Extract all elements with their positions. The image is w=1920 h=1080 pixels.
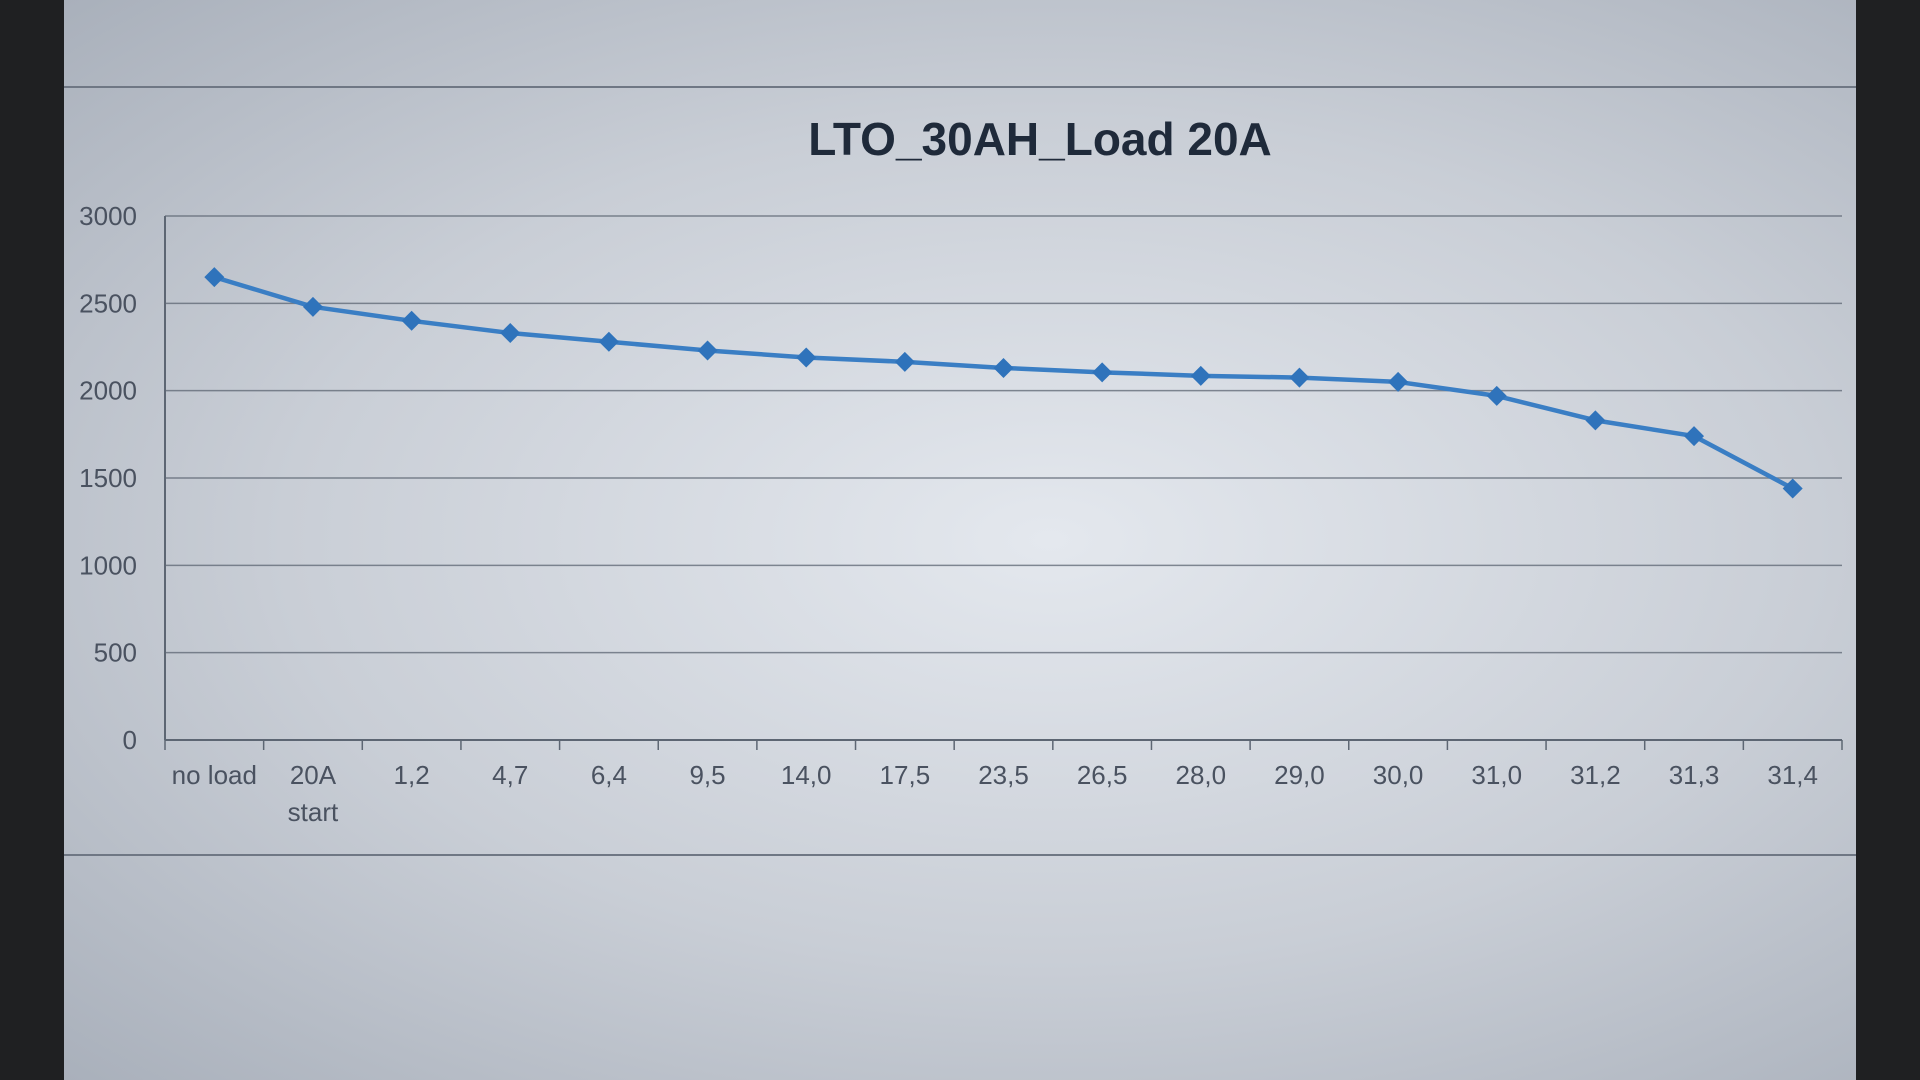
x-tick-label-line: 28,0: [1175, 760, 1226, 790]
chart-series: [204, 267, 1803, 499]
data-point: [1684, 426, 1705, 447]
x-tick-label-line: 26,5: [1077, 760, 1128, 790]
y-tick-label-0: 0: [123, 725, 137, 755]
x-tick-label: 28,0: [1175, 760, 1226, 790]
data-point: [894, 351, 915, 372]
y-tick-label-1500: 1500: [79, 463, 137, 493]
x-tick-label: 31,3: [1669, 760, 1720, 790]
chart-screen: LTO_30AH_Load 20A: [64, 0, 1856, 1080]
x-tick-label-line: 23,5: [978, 760, 1029, 790]
series-line: [213, 274, 1794, 491]
chart-title: LTO_30AH_Load 20A: [808, 113, 1272, 165]
x-tick-label-line: 29,0: [1274, 760, 1325, 790]
data-point: [1782, 478, 1803, 499]
x-tick-label: 29,0: [1274, 760, 1325, 790]
y-axis: 0 500 1000 1500 2000 2500 3000: [79, 201, 166, 755]
data-point: [500, 323, 521, 344]
data-point: [204, 267, 225, 288]
x-tick-label: 26,5: [1077, 760, 1128, 790]
x-tick-label: 23,5: [978, 760, 1029, 790]
chart-frame-bottom: [64, 854, 1856, 856]
y-tick-label-2500: 2500: [79, 288, 137, 318]
data-point: [697, 340, 718, 361]
data-point: [1289, 367, 1310, 388]
x-tick-label: 31,0: [1471, 760, 1522, 790]
x-tick-label-line: 30,0: [1373, 760, 1424, 790]
x-tick-label: 30,0: [1373, 760, 1424, 790]
x-tick-label: 14,0: [781, 760, 832, 790]
x-tick-label-line: start: [288, 797, 339, 827]
x-tick-label-line: 17,5: [880, 760, 931, 790]
x-tick-label-line: 6,4: [591, 760, 627, 790]
data-point: [1585, 410, 1606, 431]
x-tick-label-line: 9,5: [689, 760, 725, 790]
x-tick-label: 1,2: [394, 760, 430, 790]
y-tick-label-500: 500: [94, 638, 137, 668]
data-point: [1486, 385, 1507, 406]
x-tick-label-line: 20A: [290, 760, 337, 790]
x-tick-label-line: no load: [172, 760, 257, 790]
data-point: [796, 347, 817, 368]
data-point: [1190, 365, 1211, 386]
x-tick-label: 31,4: [1767, 760, 1818, 790]
x-tick-label-line: 31,4: [1767, 760, 1818, 790]
x-tick-label: 17,5: [880, 760, 931, 790]
y-tick-label-3000: 3000: [79, 201, 137, 231]
data-point: [302, 296, 323, 317]
x-tick-label-line: 1,2: [394, 760, 430, 790]
data-point: [1388, 371, 1409, 392]
x-tick-label-line: 14,0: [781, 760, 832, 790]
x-tick-label-line: 31,3: [1669, 760, 1720, 790]
chart-frame-top: [64, 86, 1856, 88]
data-point: [1092, 362, 1113, 383]
x-tick-label: 9,5: [689, 760, 725, 790]
chart-grid: [165, 215, 1842, 741]
x-tick-label: no load: [172, 760, 257, 790]
x-axis: no load 20A start 1,2 4,7 6,4 9,5 14,0 17,5 23,5 2…: [164, 739, 1843, 827]
data-point: [993, 357, 1014, 378]
x-tick-label: 4,7: [492, 760, 528, 790]
x-tick-label-line: 4,7: [492, 760, 528, 790]
x-tick-label: 31,2: [1570, 760, 1621, 790]
x-tick-label: 20A start: [288, 760, 339, 827]
data-point: [401, 310, 422, 331]
y-tick-label-1000: 1000: [79, 550, 137, 580]
y-tick-label-2000: 2000: [79, 376, 137, 406]
x-tick-label-line: 31,0: [1471, 760, 1522, 790]
data-point: [598, 331, 619, 352]
x-tick-label-line: 31,2: [1570, 760, 1621, 790]
x-tick-label: 6,4: [591, 760, 627, 790]
